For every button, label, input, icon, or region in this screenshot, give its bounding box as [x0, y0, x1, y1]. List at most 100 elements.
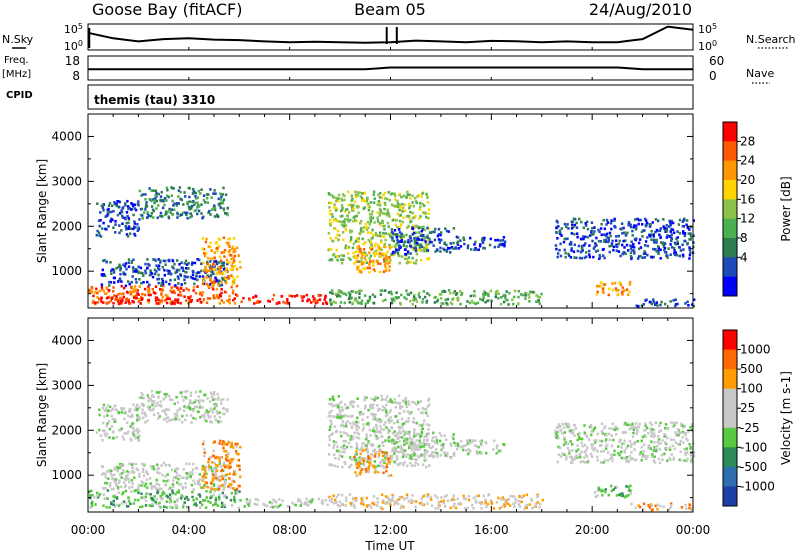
data-cell [380, 253, 383, 256]
data-cell [554, 434, 557, 438]
data-cell [468, 450, 471, 454]
data-cell [217, 456, 220, 459]
data-cell [266, 504, 269, 508]
data-cell [134, 278, 138, 281]
data-cell [467, 448, 470, 451]
data-cell [409, 236, 412, 240]
data-cell [363, 191, 367, 195]
data-cell [381, 254, 385, 257]
data-cell [436, 234, 440, 238]
data-cell [380, 241, 383, 244]
data-cell [369, 246, 373, 250]
data-cell [653, 445, 656, 449]
data-cell [592, 247, 596, 250]
data-cell [161, 206, 165, 210]
data-cell [172, 301, 175, 305]
data-cell [607, 237, 610, 240]
data-cell [502, 236, 506, 239]
data-cell [417, 432, 420, 436]
data-cell [633, 425, 636, 429]
data-cell [377, 248, 380, 252]
data-cell [164, 259, 167, 263]
data-cell [413, 453, 416, 457]
data-cell [207, 256, 210, 260]
data-cell [343, 301, 346, 305]
data-cell [686, 457, 689, 461]
data-cell [518, 495, 521, 499]
data-cell [174, 469, 177, 473]
data-cell [138, 406, 141, 409]
data-cell [205, 193, 209, 196]
data-cell [575, 454, 578, 457]
data-cell [559, 232, 562, 236]
data-cell [294, 503, 297, 507]
data-cell [360, 502, 363, 505]
data-cell [466, 506, 469, 510]
data-cell [662, 225, 665, 228]
data-cell [305, 503, 308, 506]
data-cell [417, 463, 420, 466]
data-cell [233, 495, 236, 499]
data-cell [333, 443, 336, 447]
data-cell [351, 246, 354, 250]
data-cell [150, 487, 153, 490]
data-cell [415, 444, 418, 448]
data-cell [404, 402, 408, 405]
data-cell [482, 296, 485, 299]
data-cell [212, 287, 215, 291]
data-cell [222, 461, 226, 465]
y-tick-label: 4000 [51, 129, 82, 143]
data-cell [96, 296, 99, 299]
left-tick-label: 18 [65, 54, 80, 68]
data-cell [334, 301, 337, 305]
data-cell [422, 211, 425, 214]
data-cell [197, 189, 201, 193]
data-cell [657, 252, 660, 255]
data-cell [628, 439, 632, 443]
data-cell [373, 197, 376, 200]
data-cell [684, 302, 687, 305]
data-cell [131, 485, 134, 489]
data-cell [345, 293, 348, 297]
data-cell [338, 402, 341, 406]
data-cell [286, 504, 289, 508]
data-cell [637, 255, 641, 258]
data-cell [576, 438, 579, 442]
data-cell [349, 230, 352, 234]
data-cell [367, 202, 370, 206]
data-cell [573, 256, 576, 259]
data-cell [171, 485, 175, 489]
data-cell [207, 410, 210, 414]
data-cell [369, 434, 372, 437]
data-cell [503, 505, 506, 508]
data-cell [135, 270, 138, 273]
data-cell [444, 298, 447, 302]
data-cell [602, 233, 606, 236]
data-cell [173, 202, 176, 205]
data-cell [465, 449, 468, 452]
data-cell [136, 292, 139, 295]
data-cell [613, 217, 616, 221]
data-cell [610, 227, 613, 231]
data-cell [646, 236, 649, 239]
data-cell [641, 256, 644, 259]
data-cell [353, 262, 356, 265]
data-cell [474, 499, 478, 502]
data-cell [187, 288, 190, 292]
data-cell [339, 410, 342, 413]
data-cell [396, 450, 399, 453]
data-cell [689, 445, 692, 449]
data-cell [205, 301, 209, 304]
data-cell [98, 297, 101, 301]
data-cell [411, 452, 414, 455]
data-cell [126, 474, 129, 477]
data-cell [195, 504, 198, 507]
data-cell [317, 497, 321, 501]
data-cell [329, 291, 332, 294]
data-cell [171, 208, 174, 211]
data-cell [380, 427, 383, 431]
data-cell [223, 249, 227, 252]
data-cell [385, 465, 389, 469]
data-cell [658, 461, 662, 465]
data-cell [387, 418, 390, 421]
